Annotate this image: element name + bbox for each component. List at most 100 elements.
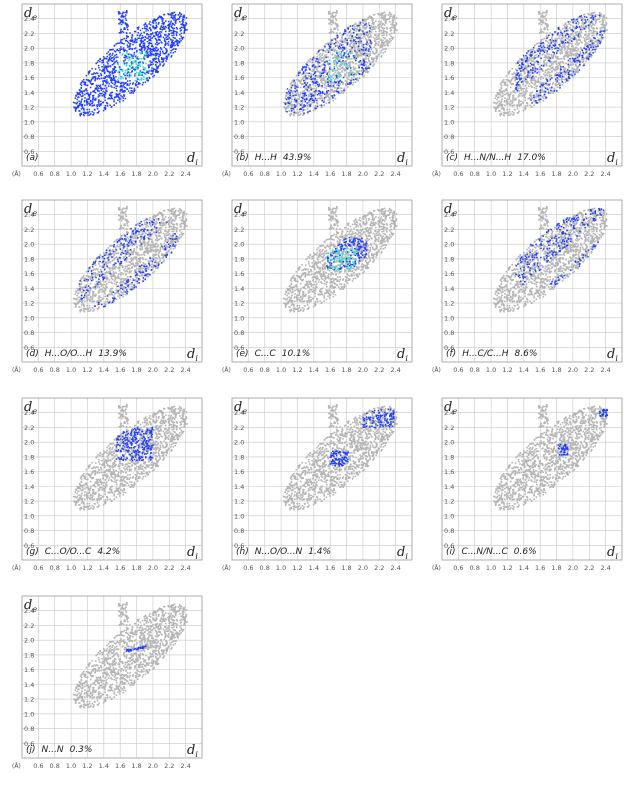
highlight-point (94, 91, 97, 94)
background-point (548, 74, 551, 76)
highlight-point (84, 112, 86, 115)
background-point (349, 29, 352, 32)
background-point (521, 88, 524, 90)
highlight-point (159, 47, 162, 49)
background-point (330, 23, 333, 26)
background-point (384, 40, 387, 43)
background-point (584, 34, 586, 36)
highlight-point (303, 95, 306, 97)
highlight-point (303, 92, 305, 95)
background-point (324, 70, 326, 73)
background-point (541, 88, 544, 91)
background-point (366, 69, 368, 72)
highlight-point (88, 94, 91, 96)
highlight-point (108, 75, 111, 77)
highlight-point (317, 85, 320, 88)
highlight-point (343, 89, 345, 91)
highlight-point (152, 21, 154, 23)
highlight-point (150, 45, 153, 48)
background-point (347, 66, 349, 69)
background-point (361, 37, 364, 39)
background-point (382, 36, 385, 39)
highlight-point (119, 101, 121, 103)
highlight-point (146, 77, 148, 79)
highlight-point (132, 63, 134, 65)
background-point (301, 73, 303, 76)
background-point (326, 48, 329, 51)
highlight-point (527, 65, 530, 67)
background-point (565, 71, 568, 74)
background-point (334, 22, 337, 24)
background-point (370, 31, 373, 33)
background-point (568, 23, 571, 25)
background-point (530, 94, 533, 97)
background-point (373, 13, 375, 16)
background-point (563, 31, 566, 34)
background-point (575, 70, 577, 72)
highlight-point (335, 42, 337, 44)
highlight-point (163, 28, 166, 30)
background-point (293, 100, 296, 103)
background-point (566, 33, 568, 36)
highlight-point (113, 65, 116, 68)
highlight-point (325, 56, 327, 58)
highlight-point (303, 79, 305, 82)
highlight-point (578, 53, 580, 56)
highlight-point (364, 67, 367, 69)
background-point (321, 105, 323, 108)
y-tick-label: 1.0 (234, 118, 244, 126)
highlight-point (174, 50, 176, 53)
highlight-point (177, 44, 179, 47)
highlight-point (160, 25, 163, 27)
highlight-point (93, 108, 96, 111)
background-point (359, 63, 362, 66)
background-point (538, 66, 541, 68)
background-point (365, 70, 367, 72)
highlight-point (310, 95, 313, 98)
highlight-point (294, 87, 296, 89)
highlight-point (92, 94, 94, 97)
highlight-point (98, 90, 100, 92)
background-point (527, 59, 530, 61)
background-point (544, 22, 547, 24)
background-point (512, 76, 515, 79)
background-point (385, 39, 388, 41)
background-point (580, 16, 583, 18)
background-point (521, 80, 524, 82)
highlight-point (99, 69, 101, 71)
background-point (557, 55, 559, 58)
highlight-point (97, 104, 99, 106)
highlight-point (183, 24, 185, 26)
y-tick-label: 1.2 (24, 104, 34, 112)
background-point (524, 108, 527, 111)
background-point (316, 55, 319, 58)
background-point (537, 80, 539, 83)
background-point (531, 91, 534, 94)
highlight-point (359, 22, 362, 24)
highlight-point (158, 53, 160, 56)
highlight-point (133, 87, 136, 90)
background-point (529, 65, 532, 67)
background-point (516, 107, 519, 110)
background-point (363, 74, 366, 77)
highlight-point (155, 68, 157, 71)
highlight-point (87, 93, 90, 96)
background-point (313, 71, 316, 74)
highlight-point (368, 67, 371, 69)
highlight-point (327, 90, 330, 92)
highlight-point (165, 51, 168, 54)
highlight-point (148, 39, 150, 42)
highlight-point (181, 22, 184, 24)
highlight-point (103, 69, 106, 72)
highlight-point (123, 82, 125, 84)
highlight-point (92, 96, 94, 99)
background-point (521, 92, 523, 95)
highlight-point (310, 78, 312, 81)
highlight-point (173, 27, 176, 30)
highlight-point (126, 83, 129, 85)
background-point (566, 77, 568, 79)
highlight-point (127, 25, 129, 27)
background-point (383, 24, 386, 26)
background-point (346, 34, 349, 37)
background-point (354, 67, 357, 70)
